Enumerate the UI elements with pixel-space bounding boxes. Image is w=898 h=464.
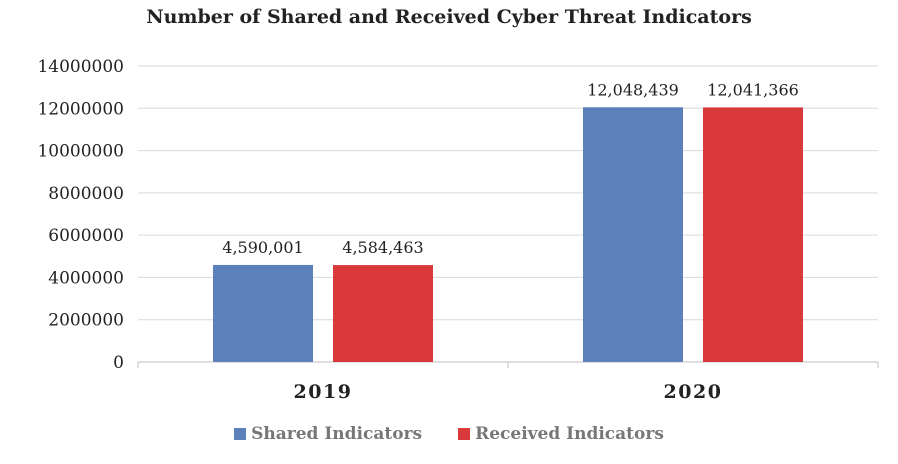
x-category-label: 2019 [294, 381, 353, 403]
chart-title: Number of Shared and Received Cyber Thre… [146, 6, 752, 28]
legend-label-received: Received Indicators [475, 424, 664, 444]
legend-item-received: Received Indicators [458, 424, 664, 444]
bar-2019-shared [213, 264, 313, 362]
data-label: 12,041,366 [707, 80, 799, 99]
y-tick-label: 8000000 [48, 184, 124, 204]
y-tick-label: 10000000 [37, 142, 124, 162]
data-label: 4,584,463 [342, 238, 423, 257]
bar-2019-received [333, 265, 433, 362]
y-tick-label: 14000000 [37, 57, 124, 77]
y-tick-label: 4000000 [48, 268, 124, 288]
y-tick-label: 2000000 [48, 311, 124, 331]
y-tick-label: 0 [113, 353, 124, 373]
bar-2020-shared [583, 107, 683, 363]
legend: Shared Indicators Received Indicators [0, 424, 898, 444]
bar-2020-received [703, 107, 803, 362]
data-label: 4,590,001 [222, 238, 303, 257]
data-label: 12,048,439 [587, 80, 679, 99]
legend-item-shared: Shared Indicators [234, 424, 422, 444]
x-category-label: 2020 [664, 381, 723, 403]
legend-label-shared: Shared Indicators [251, 424, 423, 444]
legend-swatch-received [458, 428, 471, 440]
y-tick-label: 12000000 [37, 99, 124, 119]
y-tick-label: 6000000 [48, 226, 124, 246]
legend-swatch-shared [234, 428, 247, 440]
